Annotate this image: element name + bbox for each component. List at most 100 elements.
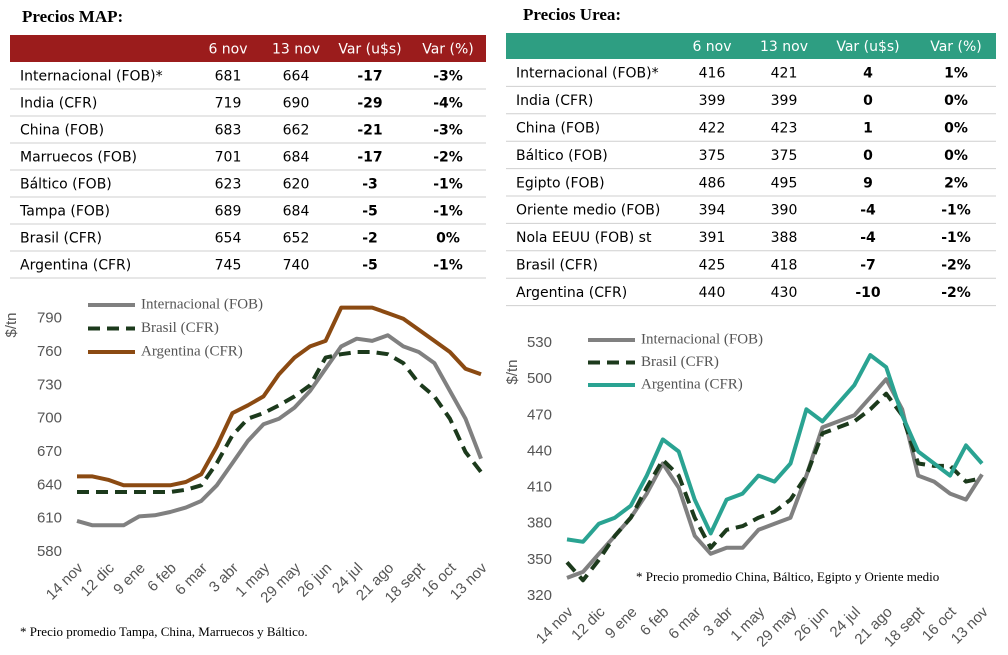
y-tick-label: 670 [37,443,62,460]
cell: -1% [941,203,971,219]
cell: 1 [863,121,873,137]
cell: -17 [357,150,382,166]
cell: -21 [357,123,382,139]
x-tick-label: 13 nov [948,603,992,647]
header-cell: 13 nov [272,42,320,58]
cell: 740 [283,258,310,274]
cell: 623 [215,177,242,193]
row-label: China (FOB) [516,121,600,137]
table-title: Precios MAP: [22,7,123,26]
series-line [77,350,483,494]
row-label: Internacional (FOB)* [516,66,659,82]
x-tick-label: 9 ene [602,604,641,643]
y-tick-label: 700 [37,410,62,427]
cell: 0% [944,93,968,109]
cell: 689 [215,204,242,220]
cell: 399 [771,93,798,109]
cell: 719 [215,96,242,112]
legend-label: Argentina (CFR) [641,376,743,392]
x-tick-label: 26 jun [294,560,335,601]
y-tick-label: 380 [527,515,552,532]
x-tick-label: 26 jun [791,604,832,645]
cell: -3% [433,123,463,139]
cell: -10 [855,285,881,301]
row-label: Báltico (FOB) [516,148,608,164]
cell: 421 [771,66,798,82]
series-line [76,333,483,528]
y-tick-label: 640 [37,476,62,493]
cell: -4 [860,203,876,219]
y-tick-label: 500 [527,370,552,387]
y-tick-label: 350 [527,551,552,568]
y-axis-label: $/tn [504,359,521,384]
x-tick-label: 6 mar [172,560,211,599]
row-label: India (CFR) [516,93,593,109]
cell: 745 [215,258,242,274]
cell: -17 [357,69,382,85]
cell: 0 [863,93,873,109]
cell: -2% [941,258,971,274]
row-label: Argentina (CFR) [516,285,627,301]
cell: -1% [433,258,463,274]
cell: 4 [863,66,873,82]
cell: 375 [699,148,726,164]
cell: 495 [771,175,798,191]
cell: 0% [944,121,968,137]
cell: 664 [283,69,310,85]
series-line [77,305,482,488]
header-cell: Var (u$s) [338,42,401,58]
series-line [566,353,984,544]
cell: 701 [215,150,242,166]
y-tick-label: 530 [527,334,552,351]
row-label: Marruecos (FOB) [20,150,137,166]
y-tick-label: 580 [37,543,62,560]
x-tick-label: 12 dic [568,603,609,644]
y-tick-label: 730 [37,376,62,393]
cell: 391 [699,230,726,246]
cell: 684 [283,150,310,166]
legend-label: Brasil (CFR) [141,320,219,336]
x-tick-label: 12 dic [77,559,118,600]
x-tick-label: 6 mar [665,604,704,643]
legend-label: Argentina (CFR) [141,343,243,359]
x-tick-label: 14 nov [533,603,577,647]
cell: 430 [771,285,798,301]
cell: 399 [699,93,726,109]
cell: 654 [215,231,242,247]
y-tick-label: 790 [37,310,62,327]
cell: 620 [283,177,310,193]
header-cell: 13 nov [760,39,808,55]
cell: 423 [771,121,798,137]
header-cell: 6 nov [208,42,247,58]
cell: 9 [863,175,873,191]
chart-note: * Precio promedio Tampa, China, Marrueco… [20,624,308,639]
cell: 394 [699,203,726,219]
cell: -29 [357,96,382,112]
table-title: Precios Urea: [523,5,621,24]
row-label: Egipto (FOB) [516,175,605,191]
cell: -2% [941,285,971,301]
header-cell: Var (u$s) [836,39,899,55]
cell: 0 [863,148,873,164]
cell: -1% [433,177,463,193]
cell: 418 [771,258,798,274]
y-tick-label: 410 [527,479,552,496]
row-label: Oriente medio (FOB) [516,203,660,219]
cell: 388 [771,230,798,246]
cell: 390 [771,203,798,219]
cell: -2% [433,150,463,166]
row-label: Brasil (CFR) [516,258,598,274]
x-tick-label: 9 ene [110,560,149,599]
cell: 683 [215,123,242,139]
x-tick-label: 14 nov [43,559,87,603]
cell: -7 [860,258,876,274]
y-axis-label: $/tn [3,312,20,337]
y-tick-label: 470 [527,406,552,423]
cell: -2 [362,231,378,247]
y-tick-label: 320 [527,587,552,604]
cell: 662 [283,123,310,139]
legend-label: Internacional (FOB) [141,296,263,312]
cell: 681 [215,69,242,85]
cell: 425 [699,258,726,274]
